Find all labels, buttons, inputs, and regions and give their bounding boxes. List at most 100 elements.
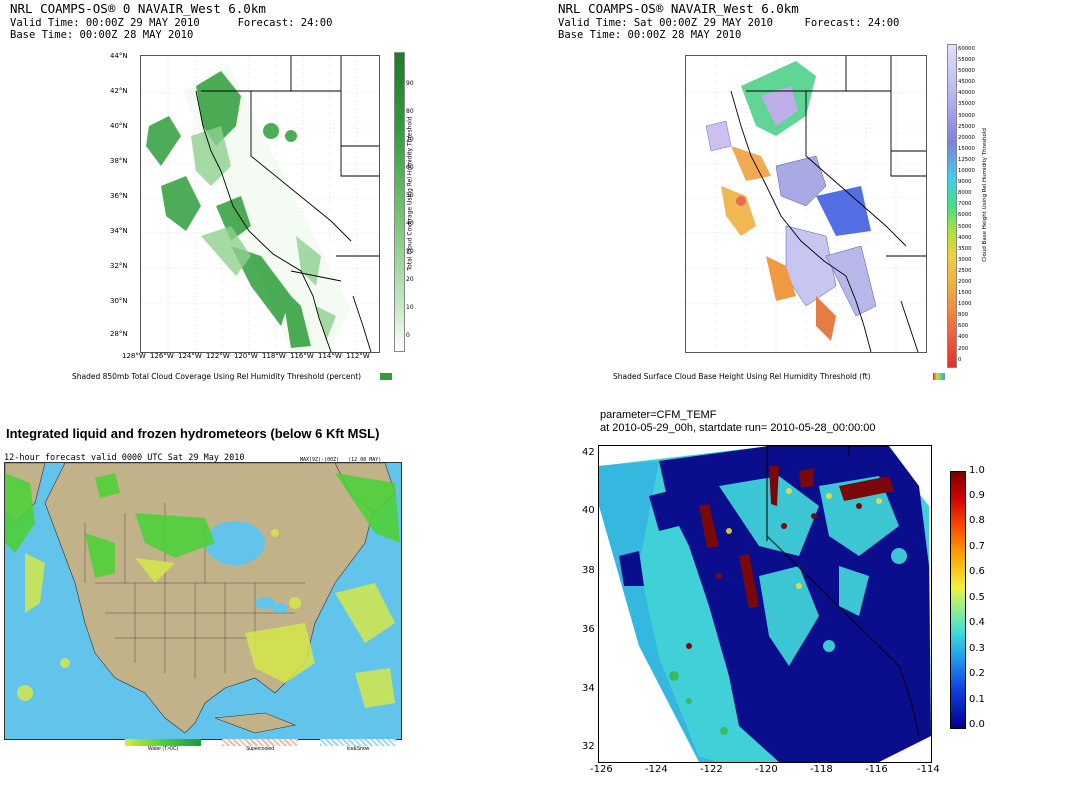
colorbar-tick: 50 [406, 192, 414, 199]
panel-total-cloud-coverage: NRL COAMPS-OS® 0 NAVAIR_West 6.0km Valid… [0, 0, 530, 392]
lon-tick: 122°W [206, 352, 230, 360]
colorbar-label: Total Cloud Coverage Using Rel Humidity … [406, 116, 414, 271]
colorbar-tick: 4000 [958, 234, 972, 241]
lat-tick: 36°N [110, 192, 128, 200]
colorbar-tick: 6000 [958, 212, 972, 219]
legend-label: Water (T>0C) [147, 746, 179, 752]
colorbar-tick: 0.1 [969, 694, 985, 705]
colorbar-tick: 0.0 [969, 719, 985, 730]
lon-tick: 124°W [178, 352, 202, 360]
colorbar-tick: 0.4 [969, 617, 985, 628]
colorbar-tick: 3500 [958, 245, 972, 252]
panel-cfm-temf: parameter=CFM_TEMF at 2010-05-29_00h, st… [560, 405, 1066, 800]
colorbar-tick: 40000 [958, 90, 975, 97]
header-valid-time: Valid Time: 00:00Z 29 MAY 2010 Forecast:… [10, 17, 333, 29]
legend-swatch-supercooled [222, 739, 298, 746]
colorbar-tick: 3000 [958, 256, 972, 263]
legend-water: Water (T>0C) [125, 739, 201, 752]
header-valid-time: Valid Time: Sat 00:00Z 29 MAY 2010 Forec… [558, 17, 900, 29]
map-caption: Shaded 850mb Total Cloud Coverage Using … [72, 372, 362, 381]
y-tick: 38 [582, 565, 595, 576]
cloud-coverage-plot [141, 56, 379, 352]
colorbar-tick: 10000 [958, 168, 975, 175]
cfm-temf-colorbar [950, 471, 966, 729]
lat-tick: 38°N [110, 157, 128, 165]
lon-tick: 116°W [290, 352, 314, 360]
cloud-base-map [685, 55, 927, 353]
legend-swatch-ice [320, 739, 396, 746]
colorbar-tick: 1.0 [969, 465, 985, 476]
colorbar-tick: 35000 [958, 101, 975, 108]
panel-cloud-base-height: NRL COAMPS-OS® NAVAIR_West 6.0km Valid T… [555, 0, 1066, 392]
colorbar-tick: 1000 [958, 301, 972, 308]
forecast-subtitle-right: MAX(9Z)-(00Z) (12 00 MAY) [300, 457, 382, 463]
colorbar-tick: 0 [406, 332, 410, 339]
x-tick: -114 [917, 764, 940, 775]
cloud-base-colorbar-ticks: 60000 55000 50000 45000 40000 35000 3000… [958, 44, 998, 366]
colorbar-tick: 15000 [958, 145, 975, 152]
x-tick: -124 [645, 764, 668, 775]
colorbar-tick: 45000 [958, 79, 975, 86]
lon-tick: 114°W [318, 352, 342, 360]
colorbar-tick: 80 [406, 108, 414, 115]
lat-tick: 42°N [110, 87, 128, 95]
caption-swatch [933, 373, 945, 380]
colorbar-tick: 60000 [958, 46, 975, 52]
lon-tick: 112°W [346, 352, 370, 360]
colorbar-tick: 600 [958, 323, 969, 330]
lat-tick: 30°N [110, 297, 128, 305]
run-line: at 2010-05-29_00h, startdate run= 2010-0… [600, 422, 876, 434]
colorbar-tick: 0 [958, 356, 962, 363]
lon-tick: 120°W [234, 352, 258, 360]
lon-tick: 126°W [150, 352, 174, 360]
colorbar-tick: 0.3 [969, 643, 985, 654]
colorbar-tick: 55000 [958, 57, 975, 64]
colorbar-tick: 40 [406, 220, 414, 227]
forecast-subtitle: 12-hour forecast valid 0000 UTC Sat 29 M… [4, 453, 245, 463]
cloud-coverage-colorbar [394, 52, 405, 352]
lat-tick: 28°N [110, 330, 128, 338]
colorbar-tick: 800 [958, 312, 969, 319]
x-tick: -118 [810, 764, 833, 775]
legend-label: Supercooled [245, 746, 275, 752]
colorbar-tick: 2000 [958, 278, 972, 285]
colorbar-tick: 9000 [958, 179, 972, 186]
y-tick: 34 [582, 683, 595, 694]
header-title: NRL COAMPS-OS® NAVAIR_West 6.0km [558, 1, 799, 16]
header-base-time: Base Time: 00:00Z 28 MAY 2010 [558, 29, 742, 41]
colorbar-tick: 20000 [958, 134, 975, 141]
legend-swatch-water [125, 739, 201, 746]
colorbar-tick: 0.2 [969, 668, 985, 679]
cfm-temf-plot [599, 446, 931, 762]
colorbar-tick: 400 [958, 334, 969, 341]
lat-tick: 44°N [110, 52, 128, 60]
colorbar-tick: 12500 [958, 156, 975, 163]
colorbar-tick: 200 [958, 345, 969, 352]
colorbar-tick: 90 [406, 80, 414, 87]
colorbar-tick: 5000 [958, 223, 972, 230]
y-tick: 42 [582, 447, 595, 458]
colorbar-tick: 60 [406, 164, 414, 171]
colorbar-tick: 0.8 [969, 515, 985, 526]
y-tick: 32 [582, 741, 595, 752]
colorbar-tick: 70 [406, 136, 414, 143]
hydrometeor-plot [5, 463, 401, 739]
colorbar-tick: 20 [406, 276, 414, 283]
cloud-base-plot [686, 56, 926, 352]
y-tick: 40 [582, 505, 595, 516]
colorbar-tick: 8000 [958, 190, 972, 197]
colorbar-tick: 0.5 [969, 592, 985, 603]
colorbar-tick: 0.7 [969, 541, 985, 552]
lat-tick: 34°N [110, 227, 128, 235]
x-tick: -122 [700, 764, 723, 775]
header-title: NRL COAMPS-OS® 0 NAVAIR_West 6.0km [10, 1, 266, 16]
x-tick: -116 [865, 764, 888, 775]
colorbar-tick: 1500 [958, 290, 972, 297]
cloud-coverage-map [140, 55, 380, 353]
colorbar-tick: 0.9 [969, 490, 985, 501]
colorbar-tick: 30 [406, 248, 414, 255]
x-tick: -126 [590, 764, 613, 775]
colorbar-tick: 7000 [958, 201, 972, 208]
hydrometeor-title: Integrated liquid and frozen hydrometeor… [6, 426, 380, 441]
lat-tick: 32°N [110, 262, 128, 270]
